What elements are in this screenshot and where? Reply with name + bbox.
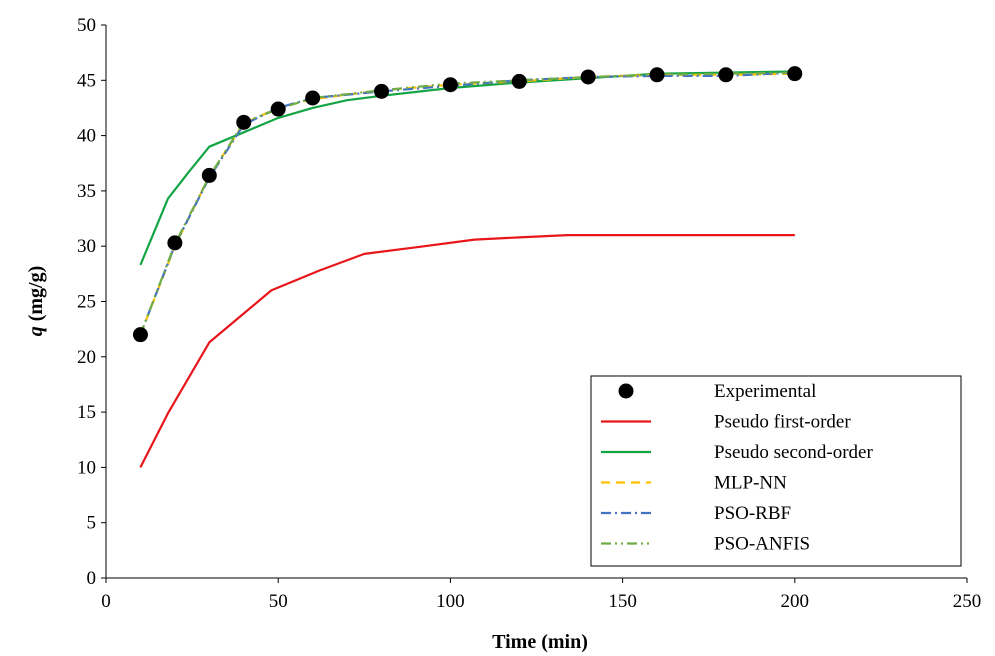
y-tick-label: 20 (77, 347, 96, 368)
y-tick-label: 10 (77, 457, 96, 478)
experimental-point (649, 67, 665, 83)
y-tick-label: 50 (77, 15, 96, 36)
pso-rbf-line (139, 71, 795, 336)
y-tick-label: 0 (87, 568, 97, 589)
experimental-point (167, 235, 183, 251)
y-tick-label: 15 (77, 402, 96, 423)
x-tick-label: 50 (269, 591, 288, 612)
experimental-point (442, 77, 458, 93)
legend-swatch-experimental (618, 383, 634, 399)
x-tick-label: 0 (101, 591, 111, 612)
y-tick-label: 35 (77, 181, 96, 202)
experimental-point (787, 66, 803, 82)
x-tick-label: 250 (953, 591, 982, 612)
legend-label-experimental: Experimental (714, 381, 816, 402)
experimental-point (270, 101, 286, 117)
y-axis-unit: (mg/g) (25, 266, 47, 327)
legend-box (590, 375, 962, 567)
x-tick-label: 150 (608, 591, 637, 612)
legend-label-mlp-nn: MLP-NN (714, 473, 787, 494)
y-tick-label: 25 (77, 292, 96, 313)
legend-label-pseudo-first-order: Pseudo first-order (714, 412, 851, 433)
legend: Experimental Pseudo first-order Pseudo sec… (590, 375, 962, 567)
experimental-point (511, 73, 527, 89)
x-axis-title: Time (min) (492, 631, 588, 653)
experimental-point (201, 167, 217, 183)
experimental-point (718, 67, 734, 83)
experimental-point (374, 83, 390, 99)
y-tick-label: 30 (77, 236, 96, 257)
pseudo-first-order-line (139, 234, 795, 468)
x-tick-label: 100 (436, 591, 465, 612)
mlp-nn-line (139, 72, 795, 336)
legend-label-pseudo-second-order: Pseudo second-order (714, 442, 873, 463)
experimental-point (236, 114, 252, 130)
markers-layer (132, 66, 803, 343)
x-tick-label: 200 (781, 591, 810, 612)
experimental-point (305, 90, 321, 106)
y-tick-label: 40 (77, 126, 96, 147)
tick-labels: 0 50 100 150 200 250 0 5 10 15 20 25 30 35 40 45 50 (77, 15, 981, 612)
y-axis-symbol: q (25, 326, 47, 336)
y-tick-label: 45 (77, 70, 96, 91)
y-axis-title: q (mg/g) (25, 266, 47, 337)
experimental-point (132, 327, 148, 343)
legend-label-pso-anfis: PSO-ANFIS (714, 534, 810, 555)
y-tick-label: 5 (87, 513, 97, 534)
pso-anfis-line (139, 71, 795, 336)
experimental-point (580, 69, 596, 85)
legend-label-pso-rbf: PSO-RBF (714, 503, 791, 524)
